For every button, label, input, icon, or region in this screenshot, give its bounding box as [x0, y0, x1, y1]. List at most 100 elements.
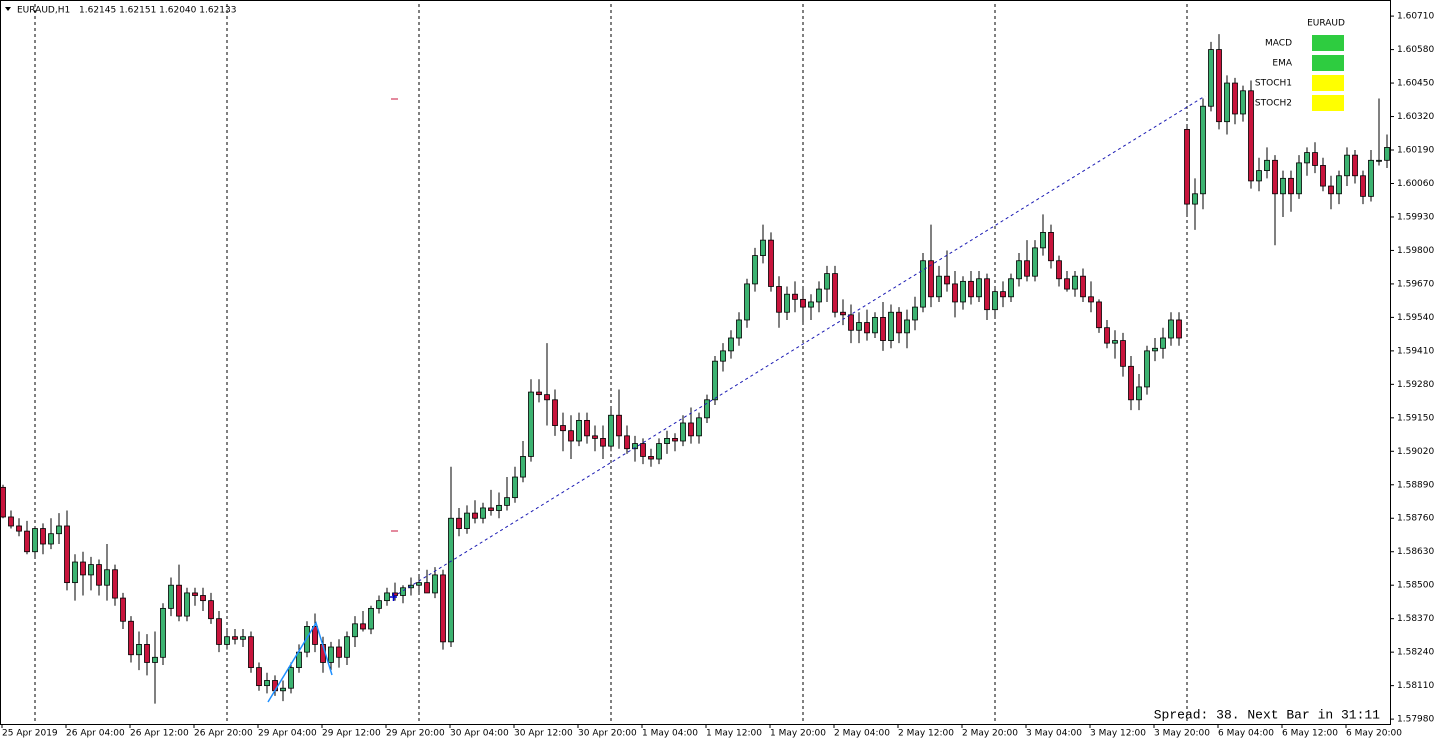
y-tick-label: 1.60580: [1397, 45, 1434, 55]
candle-body: [432, 574, 438, 594]
candle-body: [1328, 185, 1334, 195]
candle-body: [1128, 365, 1134, 401]
candle-body: [1120, 340, 1126, 367]
candle-body: [672, 438, 678, 442]
candle-body: [592, 435, 598, 439]
candle-body: [1320, 165, 1326, 187]
candle-body: [464, 512, 470, 529]
candle-body: [16, 525, 22, 532]
x-tick-label: 3 May 12:00: [1090, 729, 1146, 739]
candle-body: [736, 319, 742, 339]
candle-body: [1008, 278, 1014, 298]
candle-body: [512, 476, 518, 499]
candle-body: [240, 636, 246, 640]
x-tick-label: 6 May 12:00: [1282, 729, 1338, 739]
candle-body: [40, 528, 46, 545]
candle-body: [1096, 301, 1102, 329]
x-tick-label: 26 Apr 12:00: [130, 729, 189, 739]
indicator-panel: MACD EMA STOCH1 STOCH2: [1255, 35, 1344, 111]
candle-body: [1072, 275, 1078, 290]
candle-body: [128, 620, 134, 656]
candle-body: [800, 298, 806, 308]
candle-body: [280, 687, 286, 692]
candle-body: [1264, 159, 1270, 172]
y-tick-label: 1.57980: [1397, 715, 1434, 725]
candle-body: [0, 486, 6, 518]
candle-body: [1280, 177, 1286, 195]
candle-body: [120, 597, 126, 622]
candle-body: [1240, 90, 1246, 115]
candle-body: [328, 646, 334, 663]
x-tick-label: 30 Apr 04:00: [450, 729, 509, 739]
candle-body: [1152, 347, 1158, 352]
candle-body: [1016, 260, 1022, 280]
y-tick-label: 1.60320: [1397, 112, 1434, 122]
candle-body: [928, 260, 934, 298]
candle-body: [416, 582, 422, 586]
candle-body: [144, 644, 150, 663]
x-tick-label: 29 Apr 12:00: [322, 729, 381, 739]
candle-body: [1352, 154, 1358, 177]
y-tick-label: 1.60450: [1397, 79, 1434, 89]
candle-body: [712, 360, 718, 401]
y-tick-label: 1.59800: [1397, 246, 1434, 256]
x-tick-label: 26 Apr 04:00: [66, 729, 125, 739]
indicator-box: [1312, 95, 1344, 111]
candle-body: [720, 350, 726, 362]
candle-body: [816, 288, 822, 303]
candle-body: [560, 425, 566, 432]
candle-body: [664, 438, 670, 444]
candle-body: [1360, 175, 1366, 197]
y-tick-label: 1.58890: [1397, 480, 1434, 490]
x-tick-label: 3 May 04:00: [1026, 729, 1082, 739]
candle-body: [32, 528, 38, 553]
candle-body: [568, 430, 574, 442]
candle-body: [1376, 159, 1382, 162]
y-tick-label: 1.59410: [1397, 346, 1434, 356]
candle-body: [1232, 82, 1238, 115]
candle-body: [176, 584, 182, 617]
candle-body: [920, 260, 926, 308]
y-tick-label: 1.58110: [1397, 681, 1434, 691]
x-tick-label: 1 May 04:00: [642, 729, 698, 739]
candle-body: [992, 291, 998, 311]
candle-body: [768, 239, 774, 287]
candle-body: [1184, 129, 1190, 205]
x-tick-label: 3 May 20:00: [1154, 729, 1210, 739]
day-separators: [34, 4, 1188, 724]
y-tick-label: 1.59020: [1397, 447, 1434, 457]
candle-body: [24, 530, 30, 553]
candle-body: [1208, 49, 1214, 107]
candle-body: [352, 623, 358, 638]
candle-body: [696, 417, 702, 437]
menu-arrow[interactable]: [5, 7, 11, 11]
indicator-box: [1312, 75, 1344, 91]
candle-body: [704, 399, 710, 419]
candle-body: [72, 561, 78, 584]
candle-body: [168, 584, 174, 609]
candle-body: [1136, 386, 1142, 401]
candle-body: [656, 443, 662, 460]
candle-body: [408, 584, 414, 589]
candle-body: [472, 512, 478, 519]
indicator-label: STOCH2: [1255, 99, 1292, 109]
candle-body: [200, 595, 206, 602]
y-tick-label: 1.59930: [1397, 212, 1434, 222]
candle-body: [576, 419, 582, 442]
indicator-label: MACD: [1265, 39, 1292, 49]
candle-body: [960, 280, 966, 303]
candle-body: [688, 422, 694, 437]
candle-body: [80, 561, 86, 576]
x-tick-label: 6 May 04:00: [1218, 729, 1274, 739]
candle-body: [1168, 319, 1174, 339]
candle-body: [1200, 105, 1206, 195]
candle-body: [632, 443, 638, 450]
candle-body: [1176, 319, 1182, 339]
y-tick-label: 1.58630: [1397, 547, 1434, 557]
candle-body: [640, 443, 646, 457]
candle-body: [1248, 90, 1254, 182]
plot-frame: [0, 0, 1391, 725]
indicator-box: [1312, 55, 1344, 71]
candle-body: [400, 587, 406, 596]
